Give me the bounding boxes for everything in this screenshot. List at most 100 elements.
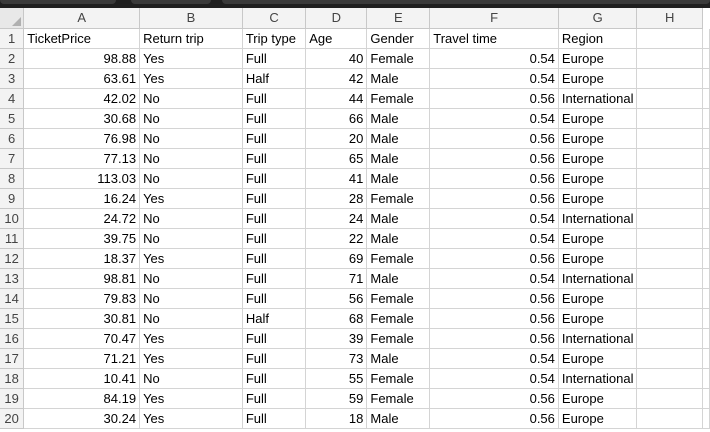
cell[interactable]: Female [366,308,431,329]
cell[interactable]: 73 [305,348,368,369]
cell[interactable]: 30.68 [23,108,141,129]
cell[interactable] [636,148,703,169]
cell[interactable]: Full [242,128,307,149]
cell[interactable]: Male [366,348,431,369]
cell[interactable]: Europe [558,348,638,369]
cell[interactable]: No [139,288,243,309]
column-header-c[interactable]: C [242,8,307,29]
cell[interactable]: 0.54 [429,48,559,69]
cell[interactable]: 0.56 [429,408,559,429]
cell[interactable]: 68 [305,308,368,329]
cell[interactable]: 28 [305,188,368,209]
column-header-b[interactable]: B [139,8,243,29]
row-header[interactable]: 6 [0,128,25,149]
cell[interactable]: No [139,368,243,389]
empty-cell[interactable] [702,68,710,89]
cell[interactable]: Europe [558,228,638,249]
cell[interactable] [636,188,703,209]
row-header[interactable]: 1 [0,28,25,49]
empty-cell[interactable] [702,28,710,49]
empty-cell[interactable] [702,88,710,109]
cell[interactable]: Europe [558,168,638,189]
empty-cell[interactable] [702,348,710,369]
cell[interactable]: 71 [305,268,368,289]
cell[interactable] [636,388,703,409]
cell[interactable]: Yes [139,248,243,269]
cell[interactable]: 0.56 [429,88,559,109]
cell[interactable]: Yes [139,348,243,369]
cell[interactable]: 20 [305,128,368,149]
empty-cell[interactable] [702,408,710,429]
row-header[interactable]: 17 [0,348,25,369]
cell[interactable]: 42.02 [23,88,141,109]
cell[interactable] [636,68,703,89]
empty-cell[interactable] [702,288,710,309]
row-header[interactable]: 20 [0,408,25,429]
cell[interactable]: Europe [558,188,638,209]
field-name-cell[interactable]: Gender [366,28,431,49]
cell[interactable]: 70.47 [23,328,141,349]
cell[interactable]: 39.75 [23,228,141,249]
empty-cell[interactable] [702,248,710,269]
cell[interactable]: Full [242,88,307,109]
empty-cell[interactable] [702,368,710,389]
cell[interactable]: 39 [305,328,368,349]
cell[interactable]: Full [242,288,307,309]
empty-cell[interactable] [702,228,710,249]
cell[interactable]: Yes [139,388,243,409]
cell[interactable]: No [139,308,243,329]
cell[interactable]: 44 [305,88,368,109]
cell[interactable]: 76.98 [23,128,141,149]
cell[interactable]: International [558,368,638,389]
cell[interactable]: Yes [139,328,243,349]
cell[interactable]: Full [242,408,307,429]
cell[interactable]: Male [366,208,431,229]
empty-cell[interactable] [702,128,710,149]
cell[interactable]: No [139,88,243,109]
row-header[interactable]: 8 [0,168,25,189]
cell[interactable]: Full [242,228,307,249]
cell[interactable]: Europe [558,288,638,309]
cell[interactable]: Female [366,288,431,309]
cell[interactable]: Full [242,168,307,189]
cell[interactable]: 0.56 [429,308,559,329]
cell[interactable]: Female [366,188,431,209]
field-name-cell[interactable]: Trip type [242,28,307,49]
row-header[interactable]: 15 [0,308,25,329]
cell[interactable]: 42 [305,68,368,89]
cell[interactable]: 41 [305,168,368,189]
cell[interactable]: 79.83 [23,288,141,309]
cell[interactable]: Female [366,48,431,69]
cell[interactable]: No [139,128,243,149]
cell[interactable]: Europe [558,108,638,129]
cell[interactable]: 0.54 [429,108,559,129]
cell[interactable]: 84.19 [23,388,141,409]
cell[interactable]: Male [366,148,431,169]
field-name-cell[interactable] [636,28,703,49]
cell[interactable]: 30.24 [23,408,141,429]
cell[interactable]: Europe [558,248,638,269]
row-header[interactable]: 14 [0,288,25,309]
cell[interactable]: 10.41 [23,368,141,389]
cell[interactable] [636,248,703,269]
cell[interactable]: Female [366,368,431,389]
cell[interactable]: Europe [558,148,638,169]
field-name-cell[interactable]: Return trip [139,28,243,49]
cell[interactable] [636,328,703,349]
cell[interactable]: Half [242,308,307,329]
cell[interactable] [636,408,703,429]
cell[interactable]: 59 [305,388,368,409]
cell[interactable]: 0.56 [429,388,559,409]
row-header[interactable]: 16 [0,328,25,349]
row-header[interactable]: 3 [0,68,25,89]
cell[interactable]: No [139,108,243,129]
empty-cell[interactable] [702,268,710,289]
cell[interactable] [636,128,703,149]
field-name-cell[interactable]: TicketPrice [23,28,141,49]
cell[interactable]: 18.37 [23,248,141,269]
cell[interactable]: 0.54 [429,228,559,249]
cell[interactable] [636,208,703,229]
cell[interactable]: 22 [305,228,368,249]
cell[interactable]: No [139,148,243,169]
cell[interactable]: 98.81 [23,268,141,289]
